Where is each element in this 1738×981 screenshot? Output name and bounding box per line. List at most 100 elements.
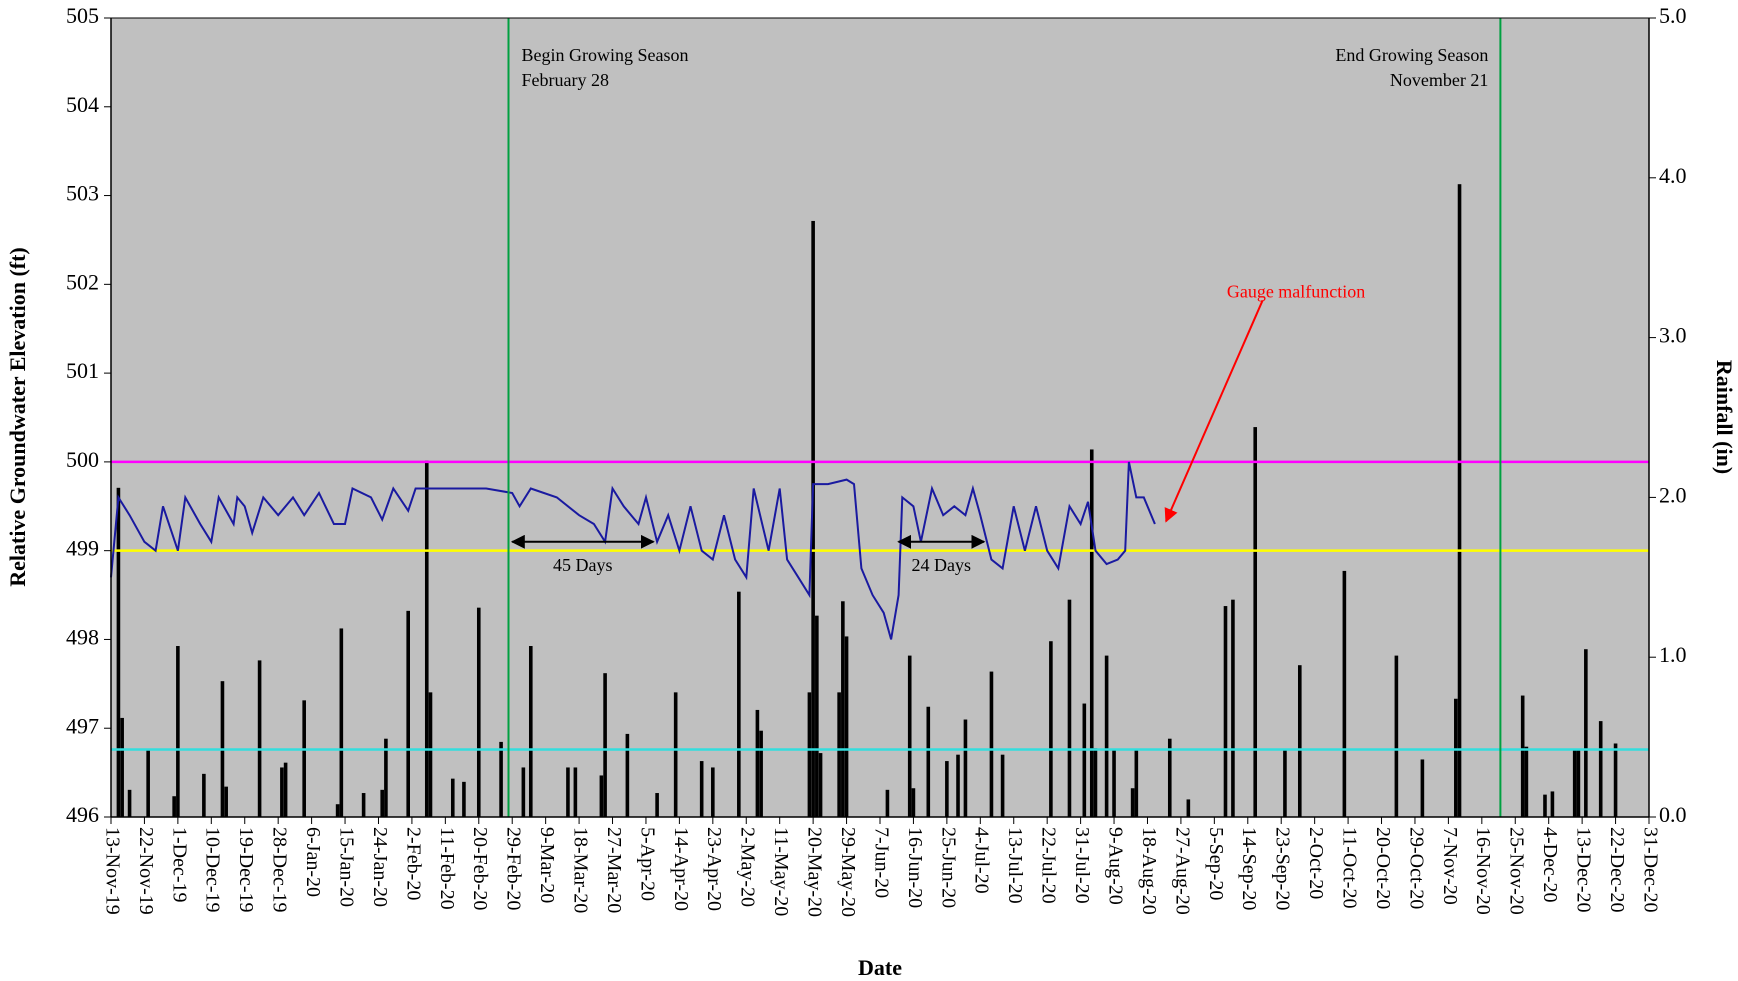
rain-bar bbox=[1576, 749, 1581, 817]
groundwater-line bbox=[110, 461, 1156, 640]
y2-tick-label: 4.0 bbox=[1659, 163, 1687, 188]
rain-bar bbox=[1130, 788, 1135, 817]
rain-bar bbox=[1598, 721, 1603, 817]
rain-bar bbox=[885, 789, 890, 817]
annotation-arrow bbox=[1164, 299, 1264, 523]
x-tick-label: 13-Jul-20 bbox=[1004, 827, 1026, 904]
y-tick-label: 503 bbox=[66, 181, 99, 206]
x-tick-label: 4-Jul-20 bbox=[971, 827, 993, 894]
y2-axis-label: Rainfall (in) bbox=[1712, 360, 1737, 474]
rain-bar bbox=[335, 804, 340, 817]
rain-bar bbox=[406, 610, 410, 817]
rain-bar bbox=[120, 717, 124, 817]
x-tick-label: 7-Nov-20 bbox=[1439, 827, 1461, 905]
x-tick-label: 13-Nov-19 bbox=[101, 827, 123, 915]
rain-bar bbox=[1134, 749, 1139, 817]
x-tick-label: 2-Oct-20 bbox=[1305, 827, 1327, 899]
x-tick-label: 5-Sep-20 bbox=[1205, 827, 1227, 900]
x-tick-label: 31-Dec-20 bbox=[1639, 827, 1661, 913]
x-tick-label: 9-Mar-20 bbox=[536, 827, 558, 903]
y2-tick-label: 0.0 bbox=[1659, 802, 1687, 827]
x-tick-label: 6-Jan-20 bbox=[302, 827, 324, 897]
x-axis-label: Date bbox=[858, 955, 902, 980]
rain-bar bbox=[476, 607, 481, 817]
rain-bar bbox=[1520, 695, 1525, 817]
y-tick-label: 496 bbox=[66, 802, 99, 827]
x-tick-label: 18-Aug-20 bbox=[1138, 827, 1160, 915]
rain-bar bbox=[956, 754, 960, 817]
x-tick-label: 11-Oct-20 bbox=[1338, 827, 1360, 908]
x-tick-label: 1-Dec-19 bbox=[168, 827, 190, 903]
rain-bar bbox=[1420, 759, 1425, 817]
rain-bar bbox=[573, 767, 578, 817]
rain-bar bbox=[1543, 794, 1547, 817]
rain-bar bbox=[1550, 791, 1555, 817]
rain-bar bbox=[1223, 606, 1228, 817]
x-tick-label: 23-Apr-20 bbox=[703, 827, 725, 911]
x-tick-label: 29-May-20 bbox=[837, 827, 859, 917]
x-tick-label: 31-Jul-20 bbox=[1071, 827, 1093, 904]
rain-bar bbox=[1049, 641, 1053, 817]
x-tick-label: 22-Nov-19 bbox=[135, 827, 157, 915]
rain-bar bbox=[528, 646, 533, 817]
x-tick-label: 29-Oct-20 bbox=[1405, 827, 1427, 909]
x-tick-label: 22-Dec-20 bbox=[1606, 827, 1628, 913]
rain-bar bbox=[989, 671, 994, 817]
rain-bar bbox=[361, 793, 366, 817]
rain-bar bbox=[755, 709, 760, 817]
x-tick-label: 15-Jan-20 bbox=[335, 827, 357, 907]
x-tick-label: 25-Jun-20 bbox=[937, 827, 959, 908]
rain-bar bbox=[224, 786, 228, 817]
x-tick-label: 27-Aug-20 bbox=[1171, 827, 1193, 915]
x-tick-label: 28-Dec-19 bbox=[269, 827, 291, 913]
rain-bar bbox=[1104, 655, 1109, 817]
rain-bar bbox=[844, 636, 849, 817]
x-tick-label: 20-Feb-20 bbox=[469, 827, 491, 910]
x-tick-label: 14-Sep-20 bbox=[1238, 827, 1260, 910]
rain-bar bbox=[1112, 749, 1116, 817]
rain-bar bbox=[811, 220, 815, 818]
rain-bar bbox=[1283, 749, 1287, 817]
rain-bar bbox=[116, 487, 121, 817]
rain-bar bbox=[1253, 427, 1258, 817]
rain-bar bbox=[1342, 570, 1347, 817]
rain-bar bbox=[1186, 799, 1191, 817]
rain-bar bbox=[625, 733, 630, 817]
x-tick-label: 25-Nov-20 bbox=[1506, 827, 1528, 915]
rain-bar bbox=[1231, 599, 1235, 817]
x-tick-label: 27-Mar-20 bbox=[603, 827, 625, 913]
rain-bar bbox=[283, 762, 288, 817]
y-tick-label: 502 bbox=[66, 269, 99, 294]
x-tick-label: 2-Feb-20 bbox=[402, 827, 424, 900]
x-tick-label: 16-Nov-20 bbox=[1472, 827, 1494, 915]
rain-bar bbox=[521, 767, 526, 817]
y2-tick-label: 3.0 bbox=[1659, 323, 1687, 348]
rain-bar bbox=[673, 692, 678, 817]
rain-bar bbox=[837, 692, 841, 817]
day-span-label: 24 Days bbox=[912, 555, 972, 575]
x-tick-label: 10-Dec-19 bbox=[202, 827, 224, 913]
rain-bar bbox=[907, 655, 912, 817]
rain-bar bbox=[603, 673, 607, 817]
rain-bar bbox=[815, 615, 819, 817]
rain-bar bbox=[280, 767, 284, 817]
y-tick-label: 498 bbox=[66, 624, 99, 649]
rain-bar bbox=[737, 591, 741, 817]
y-axis-label: Relative Groundwater Elevation (ft) bbox=[5, 247, 30, 587]
rain-bar bbox=[1454, 698, 1458, 817]
rain-bar bbox=[176, 646, 180, 817]
rain-bar bbox=[1572, 749, 1577, 817]
rain-bar bbox=[172, 796, 176, 817]
rain-bar bbox=[146, 749, 150, 817]
rain-bar bbox=[963, 719, 968, 817]
season-label: February 28 bbox=[522, 70, 609, 90]
rain-bar bbox=[1297, 665, 1302, 817]
rain-bar bbox=[566, 767, 570, 817]
rain-bar bbox=[1613, 743, 1618, 817]
x-tick-label: 23-Sep-20 bbox=[1272, 827, 1294, 910]
rain-bar bbox=[1167, 738, 1172, 817]
x-tick-label: 7-Jun-20 bbox=[870, 827, 892, 898]
rain-bar bbox=[257, 660, 262, 817]
rain-bar bbox=[1524, 746, 1529, 817]
